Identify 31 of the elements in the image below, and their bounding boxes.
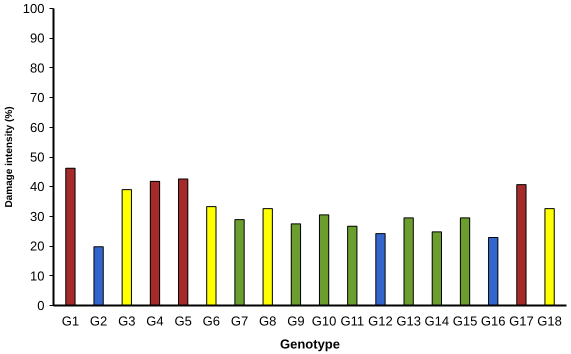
y-tick-label: 40 — [30, 179, 45, 194]
x-tick-label: G12 — [368, 314, 393, 328]
y-tick-label: 90 — [30, 30, 45, 46]
y-axis-title: Damage intensity (%) — [4, 106, 15, 208]
x-tick-label: G17 — [509, 314, 534, 328]
y-tick-label: 20 — [30, 238, 45, 254]
x-tick-label: G16 — [480, 314, 506, 328]
y-tick-label: 30 — [30, 208, 45, 224]
y-tick-label: 50 — [30, 150, 45, 164]
x-tick-label: G7 — [230, 314, 248, 328]
x-tick-label: G13 — [396, 314, 421, 328]
x-tick-label: G6 — [202, 314, 220, 328]
x-tick-label: G11 — [340, 314, 364, 328]
y-tick-label: 10 — [30, 268, 45, 284]
x-tick-label: G14 — [424, 314, 450, 328]
x-tick-label: G4 — [146, 314, 164, 328]
x-tick-label: G1 — [62, 314, 80, 328]
x-tick-label: G5 — [174, 314, 192, 328]
x-axis-title: Genotype — [280, 336, 340, 352]
x-tick-label: G10 — [312, 314, 336, 328]
x-tick-label: G18 — [537, 314, 562, 328]
y-tick-label: 100 — [22, 1, 45, 16]
y-tick-label: 70 — [30, 90, 45, 106]
y-tick-label: 80 — [30, 60, 45, 76]
x-tick-label: G2 — [90, 314, 108, 328]
x-tick-label: G9 — [287, 314, 305, 328]
x-tick-label: G3 — [118, 314, 136, 328]
x-tick-label: G15 — [452, 314, 478, 328]
y-tick-label: 0 — [37, 298, 45, 313]
y-tick-label: 60 — [30, 120, 45, 135]
x-tick-label: G8 — [259, 314, 276, 328]
